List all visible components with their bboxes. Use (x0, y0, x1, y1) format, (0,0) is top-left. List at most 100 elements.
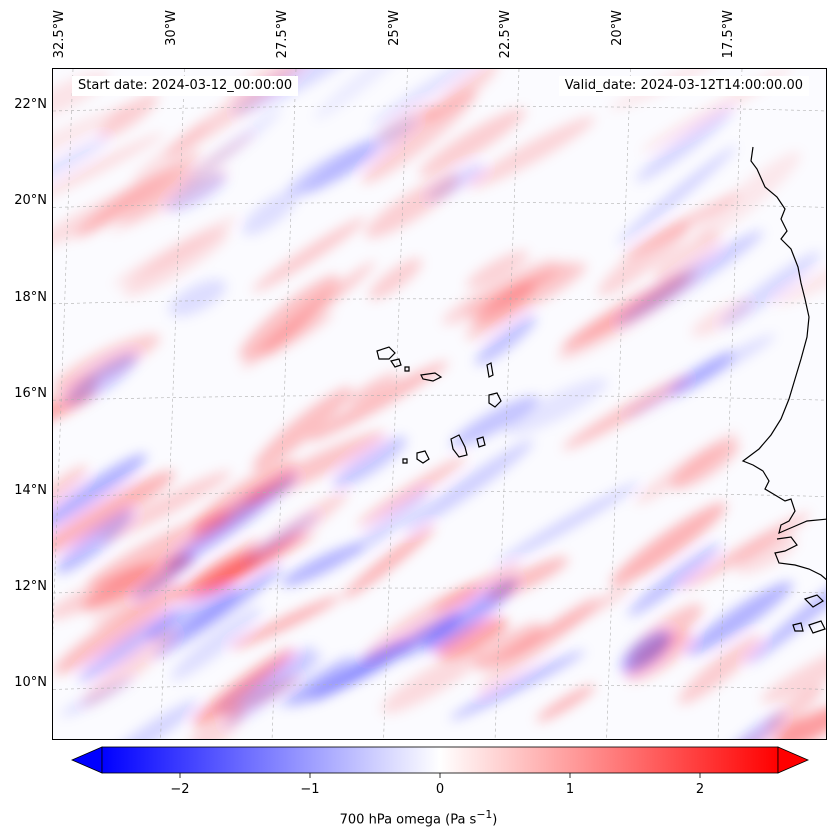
omega-positive-streak (473, 622, 544, 669)
omega-positive-streak (653, 231, 722, 282)
omega-negative-streak (635, 107, 734, 183)
lat-label: 18°N (14, 289, 47, 305)
omega-negative-streak (620, 630, 672, 673)
bissagos-islands (792, 594, 826, 634)
omega-positive-streak (230, 596, 341, 650)
omega-positive-streak (262, 311, 333, 357)
cape-verde-santiago (450, 434, 468, 458)
colorbar (70, 746, 810, 778)
omega-negative-streak (449, 650, 585, 720)
omega-positive-streak (98, 93, 159, 139)
omega-negative-streak (314, 69, 412, 120)
omega-negative-streak (53, 137, 109, 186)
longitude-gridline (160, 69, 185, 739)
omega-negative-streak (617, 145, 737, 245)
cape-verde-maio (476, 436, 486, 448)
omega-positive-streak (432, 563, 522, 613)
omega-negative-streak (308, 615, 461, 701)
omega-negative-streak (279, 656, 354, 708)
omega-positive-streak (680, 512, 811, 590)
omega-positive-streak (244, 431, 386, 503)
omega-positive-streak (773, 258, 826, 305)
africa-coastline-south (774, 536, 826, 581)
lat-label: 10°N (14, 675, 47, 691)
omega-positive-streak (418, 108, 526, 177)
omega-negative-streak (299, 116, 419, 195)
omega-negative-streak (146, 585, 239, 642)
omega-positive-streak (53, 104, 132, 180)
omega-negative-streak (55, 509, 134, 574)
omega-positive-streak (468, 116, 596, 189)
omega-positive-streak (53, 470, 176, 560)
colorbar-tick-marks (179, 773, 701, 778)
omega-positive-streak (131, 120, 210, 183)
lat-label: 14°N (14, 482, 47, 498)
longitude-gridline (383, 69, 408, 739)
cape-verde-sao-vicente (390, 358, 402, 368)
colorbar-extend-min (70, 746, 103, 774)
omega-positive-streak (53, 333, 161, 391)
omega-positive-streak (189, 704, 245, 739)
omega-positive-streak (678, 635, 763, 705)
valid-date-label: Valid_date: 2024-03-12T14:00:00.00 (558, 76, 809, 96)
latitude-gridline (53, 394, 826, 401)
omega-positive-streak (346, 372, 399, 405)
lon-label: 17.5°W (721, 10, 736, 59)
colorbar-tick-label: −2 (170, 782, 190, 797)
omega-positive-streak (381, 647, 486, 714)
omega-positive-streak (365, 174, 460, 239)
lon-label: 30°W (163, 10, 179, 46)
omega-negative-streak (746, 557, 826, 664)
omega-positive-streak (671, 441, 740, 490)
omega-positive-streak (185, 539, 261, 592)
lat-label: 12°N (14, 579, 47, 594)
latitude-gridline (53, 587, 826, 594)
omega-positive-streak (100, 470, 232, 542)
lat-label: 16°N (14, 386, 47, 402)
longitude-gridline (53, 69, 74, 638)
omega-positive-streak (610, 502, 727, 587)
omega-negative-streak (495, 481, 640, 566)
omega-positive-streak (192, 460, 297, 532)
omega-positive-streak (192, 648, 295, 726)
omega-negative-streak (223, 652, 322, 727)
lon-label: 25°W (386, 10, 402, 46)
cape-verde-sal (486, 362, 494, 378)
omega-negative-streak (450, 395, 539, 448)
omega-positive-streak (252, 386, 353, 471)
cape-verde-santa-luzia (404, 366, 410, 372)
omega-positive-streak (53, 465, 88, 519)
omega-positive-streak (357, 456, 467, 527)
omega-positive-streak (53, 391, 97, 429)
omega-positive-streak (734, 534, 797, 574)
lon-label: 20°W (609, 10, 625, 46)
start-date-label: Start date: 2024-03-12_00:00:00 (72, 76, 299, 96)
omega-negative-streak (60, 677, 134, 717)
omega-positive-streak (761, 635, 826, 704)
omega-negative-streak (242, 189, 299, 236)
colorbar-tick-label: 0 (435, 782, 445, 797)
omega-positive-streak (562, 375, 690, 450)
lat-label: 22°N (14, 97, 47, 112)
omega-negative-streak (281, 543, 363, 587)
latitude-gridline (53, 491, 826, 497)
omega-negative-streak (627, 543, 721, 617)
cape-verde-brava (402, 458, 408, 464)
omega-positive-streak (342, 525, 435, 599)
omega-positive-streak (725, 717, 805, 739)
map-panel (52, 68, 827, 740)
omega-field-map (53, 69, 826, 739)
omega-negative-streak (475, 315, 537, 366)
omega-negative-streak (66, 352, 138, 406)
longitude-gridline (606, 69, 631, 739)
omega-positive-streak (774, 705, 826, 739)
omega-negative-streak (53, 453, 147, 536)
omega-positive-streak (486, 556, 569, 600)
latitude-gridline (53, 684, 826, 690)
colorbar-tick-label: 1 (565, 782, 575, 797)
omega-positive-streak (466, 250, 529, 289)
omega-negative-streak (243, 512, 319, 565)
cape-verde-boa-vista (488, 392, 502, 408)
africa-coastline (741, 146, 826, 535)
omega-negative-streak (168, 279, 227, 317)
